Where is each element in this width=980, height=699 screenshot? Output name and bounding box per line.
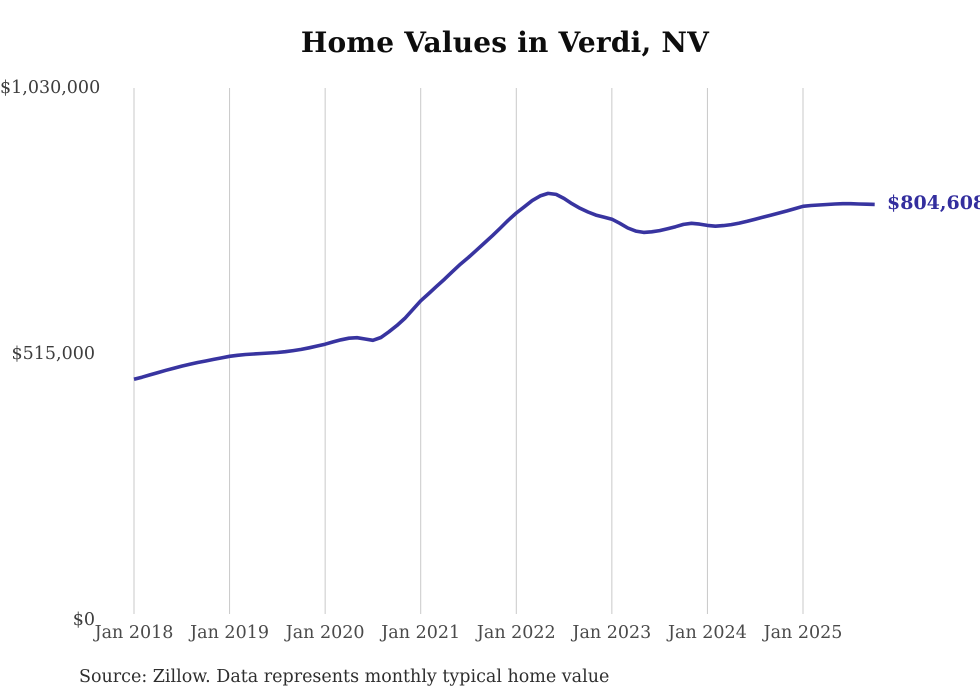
y-tick-label: $515,000: [11, 344, 95, 364]
x-tick-label: Jan 2019: [190, 623, 269, 643]
x-tick-label: Jan 2018: [94, 623, 174, 643]
x-tick-label: Jan 2020: [285, 623, 365, 643]
y-tick-label: $0: [72, 610, 95, 630]
y-tick-label: $1,030,000: [0, 78, 101, 98]
current-value-label: $804,608: [887, 192, 980, 215]
source-note: Source: Zillow. Data represents monthly …: [79, 667, 610, 687]
x-tick-label: Jan 2022: [476, 623, 556, 643]
x-tick-label: Jan 2025: [763, 623, 843, 643]
chart-title: Home Values in Verdi, NV: [300, 26, 710, 59]
x-tick-label: Jan 2023: [572, 623, 652, 643]
x-tick-label: Jan 2021: [381, 623, 461, 643]
home-value-line: [133, 191, 875, 382]
x-tick-label: Jan 2024: [668, 623, 747, 643]
